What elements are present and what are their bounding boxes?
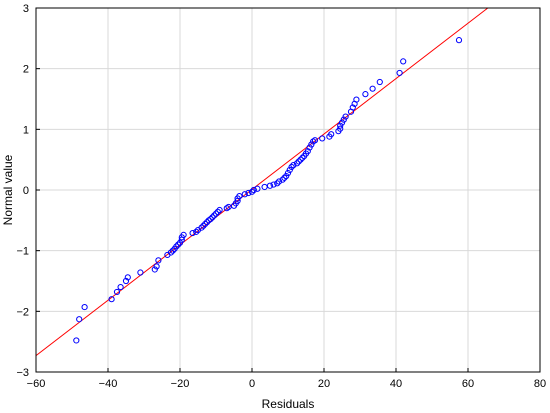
data-point	[151, 266, 158, 273]
data-point	[189, 229, 196, 237]
data-point	[288, 163, 295, 171]
y-tick-label: 3	[23, 3, 29, 15]
fit-line	[35, 7, 489, 357]
data-point	[173, 243, 180, 250]
data-point	[180, 231, 187, 238]
data-point	[207, 216, 214, 223]
data-point	[284, 169, 292, 177]
data-point	[290, 162, 297, 169]
data-point	[304, 148, 311, 155]
y-tick-label: −3	[16, 367, 29, 379]
y-tick-label: −2	[16, 306, 29, 318]
data-point	[241, 191, 248, 198]
data-point	[153, 263, 160, 270]
data-point	[299, 154, 306, 161]
data-point	[362, 91, 369, 98]
data-point	[216, 206, 223, 214]
data-point	[396, 69, 403, 77]
data-point	[328, 131, 335, 138]
data-points	[73, 37, 463, 344]
data-point	[353, 96, 360, 103]
y-tick-label: −1	[16, 246, 29, 258]
data-point	[337, 122, 344, 129]
data-point	[274, 180, 281, 187]
x-tick-label: 0	[249, 378, 255, 390]
data-point	[245, 189, 252, 197]
data-point	[248, 188, 256, 195]
y-tick-label: 0	[23, 185, 29, 197]
y-tick-label: 1	[23, 124, 29, 136]
data-point	[281, 174, 288, 181]
fit-line-layer	[35, 7, 489, 357]
data-point	[293, 160, 301, 167]
data-point	[342, 113, 349, 120]
x-tick-label: 80	[534, 378, 546, 390]
x-tick-label: 60	[462, 378, 474, 390]
data-point	[279, 176, 286, 183]
data-point	[400, 58, 407, 65]
data-point	[376, 78, 383, 86]
data-point	[261, 183, 268, 191]
x-tick-label: −20	[171, 378, 190, 390]
y-axis-ticks: −3 −2 −1 0 1 2 3	[16, 3, 40, 379]
data-point	[137, 269, 144, 276]
data-point	[297, 156, 304, 163]
data-point	[214, 208, 221, 215]
data-point	[308, 141, 315, 148]
data-point	[209, 214, 216, 221]
data-point	[198, 224, 205, 231]
data-point	[286, 166, 293, 174]
data-point	[349, 104, 356, 111]
data-point	[266, 182, 274, 189]
data-point	[117, 283, 124, 291]
data-point	[175, 241, 182, 248]
data-point	[319, 135, 326, 142]
data-point	[338, 119, 346, 126]
x-tick-label: 20	[318, 378, 330, 390]
data-point	[212, 210, 220, 217]
data-point	[202, 220, 209, 228]
data-point	[337, 125, 344, 132]
data-point	[108, 296, 115, 303]
x-axis-ticks: −60 −40 −20 0 20 40 60 80	[27, 368, 546, 390]
data-point	[306, 144, 313, 151]
data-point	[254, 185, 261, 192]
x-axis-title: Residuals	[262, 397, 315, 411]
x-tick-label: −40	[99, 378, 118, 390]
data-point	[211, 212, 218, 219]
y-axis-title: Normal value	[1, 154, 15, 225]
data-point	[167, 249, 175, 256]
data-point	[369, 85, 376, 92]
data-point	[81, 303, 88, 311]
data-point	[295, 158, 302, 165]
data-point	[113, 288, 121, 296]
x-tick-label: −60	[27, 378, 46, 390]
x-tick-label: 40	[390, 378, 402, 390]
data-point	[176, 239, 184, 246]
data-point	[270, 181, 277, 188]
data-point	[340, 116, 347, 123]
data-point	[124, 274, 131, 281]
data-point	[73, 337, 80, 344]
data-point	[155, 257, 162, 264]
data-point	[250, 186, 257, 194]
data-point	[236, 192, 243, 200]
data-point	[455, 37, 463, 44]
data-point	[193, 228, 200, 235]
data-point	[76, 316, 83, 323]
gridlines	[35, 7, 541, 373]
data-point	[200, 222, 207, 229]
data-point	[311, 137, 319, 144]
data-point	[203, 219, 211, 226]
data-point	[169, 247, 176, 254]
y-tick-label: 2	[23, 64, 29, 76]
data-point	[122, 277, 130, 285]
data-point	[283, 172, 290, 180]
data-point	[275, 178, 283, 185]
